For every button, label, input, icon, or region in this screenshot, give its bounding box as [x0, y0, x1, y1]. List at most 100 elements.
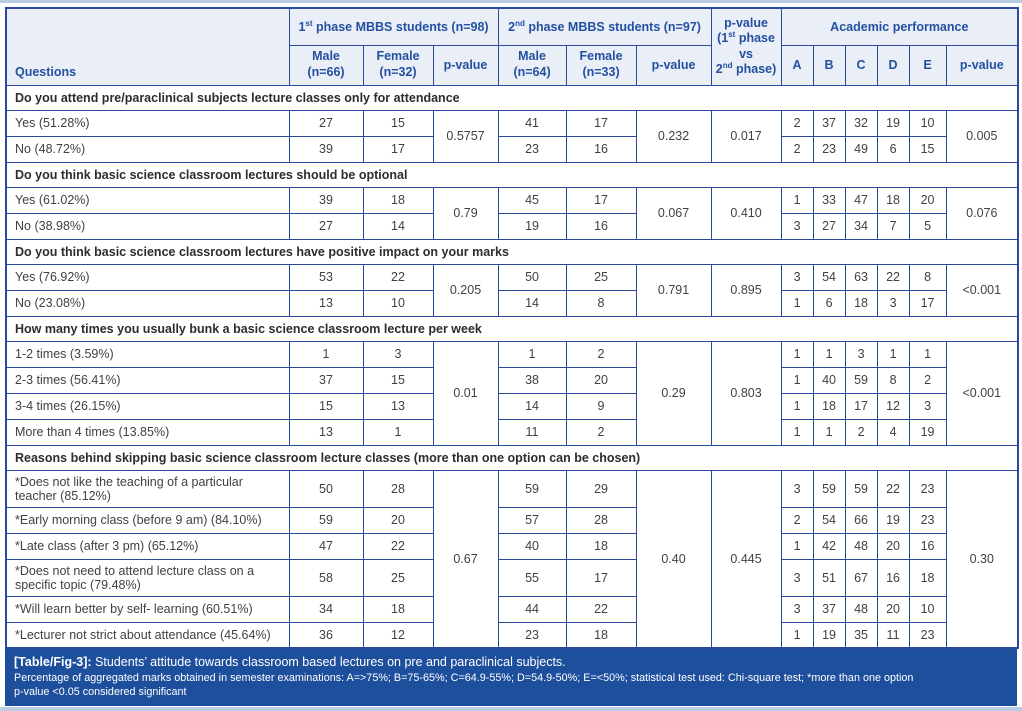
value-cell: 51 [812, 558, 846, 597]
grade-e-header: E [908, 44, 947, 86]
grade-b-header: B [812, 44, 846, 86]
grade-a-header: A [780, 44, 814, 86]
caption-note-2: p-value <0.05 considered significant [14, 685, 187, 698]
question-cell: *Will learn better by self- learning (60… [5, 595, 290, 623]
value-cell: 18 [812, 392, 846, 420]
section-title: Do you think basic science classroom lec… [5, 161, 1019, 188]
value-cell: 22 [565, 595, 637, 623]
group-header-academic: Academic performance [780, 7, 1019, 46]
section-title: How many times you usually bunk a basic … [5, 315, 1019, 342]
value-cell: 1 [780, 289, 814, 317]
p-value-cell: 0.79 [432, 186, 499, 240]
value-cell: 19 [908, 418, 947, 446]
value-cell: 13 [288, 289, 364, 317]
value-cell: 18 [565, 621, 637, 649]
value-cell: 59 [497, 469, 567, 508]
table-row: Yes (61.02%) 39 18 0.79 45 17 0.067 0.41… [5, 186, 1019, 240]
p-value-cell: 0.076 [945, 186, 1019, 240]
value-cell: 37 [812, 595, 846, 623]
p-value-cell: 0.30 [945, 469, 1019, 649]
value-cell: 28 [565, 506, 637, 534]
value-cell: 33 [812, 186, 846, 214]
value-cell: 2 [908, 366, 947, 394]
value-cell: 18 [908, 558, 947, 597]
figure-tag: [Table/Fig-3]: [14, 655, 92, 669]
value-cell: 63 [844, 263, 878, 291]
p-value-cell: 0.895 [710, 263, 782, 317]
section-title-row: How many times you usually bunk a basic … [5, 315, 1019, 342]
value-cell: 44 [497, 595, 567, 623]
value-cell: 1 [497, 340, 567, 368]
value-cell: 23 [908, 506, 947, 534]
value-cell: 20 [362, 506, 434, 534]
value-cell: 55 [497, 558, 567, 597]
value-cell: 38 [497, 366, 567, 394]
value-cell: 3 [908, 392, 947, 420]
value-cell: 1 [876, 340, 910, 368]
question-cell: No (38.98%) [5, 212, 290, 240]
value-cell: 17 [565, 109, 637, 137]
table-row: *Will learn better by self- learning (60… [5, 595, 1018, 623]
value-cell: 58 [288, 558, 364, 597]
value-cell: 29 [565, 469, 637, 508]
value-cell: 54 [812, 263, 846, 291]
value-cell: 18 [876, 186, 910, 214]
value-cell: 25 [565, 263, 637, 291]
table-caption: [Table/Fig-3]: Students’ attitude toward… [5, 649, 1017, 706]
section-title: Do you attend pre/paraclinical subjects … [5, 84, 1019, 111]
table-row: 3-4 times (26.15%) 15 13 14 9 1 18 17 12… [5, 392, 1018, 420]
value-cell: 59 [844, 366, 878, 394]
value-cell: 23 [812, 135, 846, 163]
caption-note-1: Percentage of aggregated marks obtained … [14, 671, 914, 684]
p-value-cell: 0.29 [635, 340, 712, 446]
value-cell: 1 [288, 340, 364, 368]
value-cell: 2 [780, 135, 814, 163]
value-cell: 57 [497, 506, 567, 534]
female1-header: Female (n=32) [362, 44, 434, 86]
value-cell: 39 [288, 186, 364, 214]
question-cell: Yes (61.02%) [5, 186, 290, 214]
value-cell: 1 [780, 366, 814, 394]
question-cell: No (48.72%) [5, 135, 290, 163]
group-header-phase1: 1st phase MBBS students (n=98) [288, 7, 499, 46]
value-cell: 2 [780, 506, 814, 534]
value-cell: 23 [497, 135, 567, 163]
value-cell: 27 [812, 212, 846, 240]
question-cell: 3-4 times (26.15%) [5, 392, 290, 420]
p-value-cell: 0.01 [432, 340, 499, 446]
value-cell: 50 [288, 469, 364, 508]
value-cell: 20 [565, 366, 637, 394]
value-cell: 3 [780, 263, 814, 291]
table-figure: Questions 1st phase MBBS students (n=98)… [5, 7, 1020, 706]
male2-header: Male (n=64) [497, 44, 567, 86]
value-cell: 34 [844, 212, 878, 240]
value-cell: 14 [362, 212, 434, 240]
p-value-cell: 0.017 [710, 109, 782, 163]
value-cell: 15 [288, 392, 364, 420]
value-cell: 67 [844, 558, 878, 597]
value-cell: 7 [876, 212, 910, 240]
value-cell: 11 [497, 418, 567, 446]
value-cell: 23 [908, 469, 947, 508]
value-cell: 17 [908, 289, 947, 317]
value-cell: 16 [565, 212, 637, 240]
table-row: *Early morning class (before 9 am) (84.1… [5, 506, 1018, 534]
value-cell: 12 [876, 392, 910, 420]
question-cell: *Late class (after 3 pm) (65.12%) [5, 532, 290, 560]
value-cell: 34 [288, 595, 364, 623]
value-cell: 23 [497, 621, 567, 649]
question-cell: *Does not like the teaching of a particu… [5, 469, 290, 508]
p-value-cell: 0.005 [945, 109, 1019, 163]
value-cell: 66 [844, 506, 878, 534]
table-row: 2-3 times (56.41%) 37 15 38 20 1 40 59 8… [5, 366, 1018, 394]
value-cell: 1 [780, 621, 814, 649]
value-cell: 59 [812, 469, 846, 508]
question-cell: *Early morning class (before 9 am) (84.1… [5, 506, 290, 534]
value-cell: 1 [780, 418, 814, 446]
value-cell: 9 [565, 392, 637, 420]
value-cell: 53 [288, 263, 364, 291]
value-cell: 27 [288, 212, 364, 240]
value-cell: 8 [876, 366, 910, 394]
table-row: *Does not like the teaching of a particu… [5, 469, 1019, 649]
value-cell: 17 [362, 135, 434, 163]
